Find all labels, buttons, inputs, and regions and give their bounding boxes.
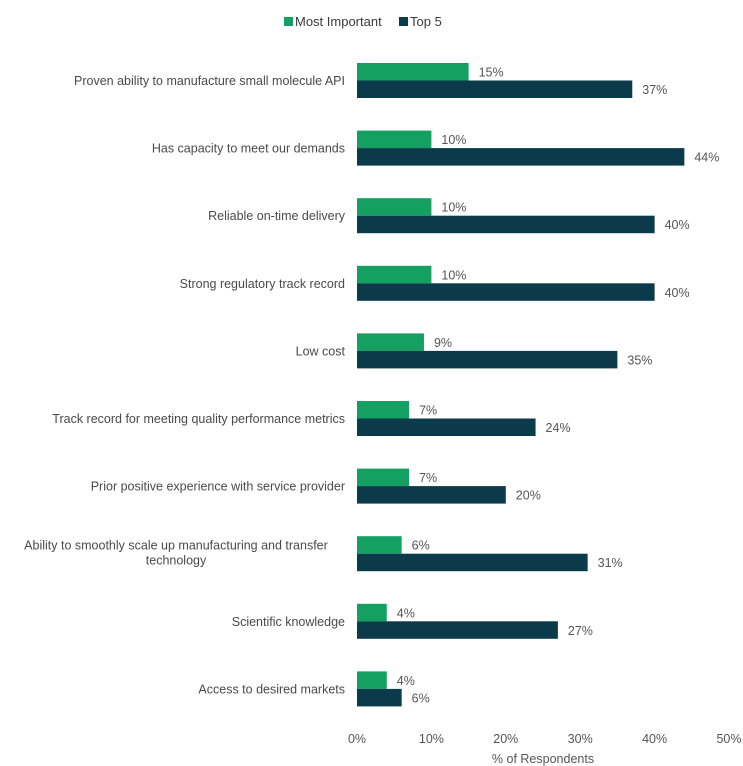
data-label-most-important: 4% bbox=[397, 606, 415, 620]
data-label-top-5: 20% bbox=[516, 489, 541, 503]
category-label: Has capacity to meet our demands bbox=[152, 142, 345, 156]
bar-top-5 bbox=[357, 148, 685, 166]
data-label-most-important: 7% bbox=[419, 404, 437, 418]
data-label-top-5: 40% bbox=[665, 218, 690, 232]
legend-swatch-most-important bbox=[284, 17, 293, 26]
data-label-top-5: 27% bbox=[568, 624, 593, 638]
category-row: Track record for meeting quality perform… bbox=[52, 401, 571, 436]
bar-top-5 bbox=[357, 418, 536, 436]
category-label: technology bbox=[146, 554, 207, 568]
data-label-most-important: 9% bbox=[434, 336, 452, 350]
category-label: Track record for meeting quality perform… bbox=[52, 412, 345, 426]
category-label: Ability to smoothly scale up manufacturi… bbox=[24, 539, 328, 553]
category-label: Scientific knowledge bbox=[232, 615, 345, 629]
x-tick-label: 40% bbox=[642, 732, 667, 746]
x-tick-label: 30% bbox=[568, 732, 593, 746]
category-label: Reliable on-time delivery bbox=[208, 209, 346, 223]
bar-most-important bbox=[357, 468, 410, 487]
x-axis: 0% 10% 20% 30% 40% 50% bbox=[348, 732, 742, 746]
category-label: Proven ability to manufacture small mole… bbox=[74, 74, 345, 88]
category-row: Proven ability to manufacture small mole… bbox=[74, 63, 667, 98]
category-label: Access to desired markets bbox=[198, 682, 345, 696]
category-row: Has capacity to meet our demands 10% 44% bbox=[152, 130, 719, 166]
bar-most-important bbox=[357, 333, 424, 351]
bar-top-5 bbox=[357, 215, 655, 234]
data-label-most-important: 15% bbox=[479, 66, 504, 80]
legend-swatch-top-5 bbox=[399, 17, 408, 26]
category-row: Strong regulatory track record 10% 40% bbox=[180, 265, 690, 301]
bar-top-5 bbox=[357, 283, 655, 301]
bar-most-important bbox=[357, 63, 469, 81]
bar-most-important bbox=[357, 536, 402, 554]
category-row: Scientific knowledge 4% 27% bbox=[232, 603, 593, 639]
data-label-top-5: 44% bbox=[694, 151, 719, 165]
bar-top-5 bbox=[357, 688, 402, 707]
x-tick-label: 50% bbox=[716, 732, 741, 746]
x-axis-title: % of Respondents bbox=[492, 752, 594, 766]
bar-most-important bbox=[357, 130, 432, 149]
legend-label-most-important: Most Important bbox=[295, 14, 382, 29]
category-row: Access to desired markets 4% 6% bbox=[198, 671, 430, 707]
data-label-most-important: 7% bbox=[419, 471, 437, 485]
data-label-top-5: 31% bbox=[598, 556, 623, 570]
bar-top-5 bbox=[357, 350, 618, 369]
bar-most-important bbox=[357, 265, 432, 284]
data-label-most-important: 4% bbox=[397, 674, 415, 688]
bar-most-important bbox=[357, 671, 387, 689]
legend-label-top-5: Top 5 bbox=[410, 14, 442, 29]
plot-area: Proven ability to manufacture small mole… bbox=[24, 63, 719, 707]
category-label: Low cost bbox=[296, 344, 346, 358]
bar-top-5 bbox=[357, 486, 506, 504]
data-label-top-5: 6% bbox=[412, 691, 430, 705]
data-label-most-important: 6% bbox=[412, 539, 430, 553]
x-tick-label: 10% bbox=[419, 732, 444, 746]
x-tick-label: 20% bbox=[493, 732, 518, 746]
bar-most-important bbox=[357, 401, 410, 419]
category-row: Low cost 9% 35% bbox=[296, 333, 652, 369]
data-label-top-5: 37% bbox=[642, 83, 667, 97]
bar-top-5 bbox=[357, 621, 558, 639]
bar-most-important bbox=[357, 198, 432, 216]
data-label-most-important: 10% bbox=[441, 268, 466, 282]
bar-top-5 bbox=[357, 80, 633, 98]
bar-top-5 bbox=[357, 553, 588, 572]
bar-most-important bbox=[357, 603, 387, 622]
data-label-most-important: 10% bbox=[441, 201, 466, 215]
x-tick-label: 0% bbox=[348, 732, 366, 746]
category-row: Prior positive experience with service p… bbox=[91, 468, 541, 504]
category-row: Ability to smoothly scale up manufacturi… bbox=[24, 536, 623, 572]
data-label-top-5: 24% bbox=[546, 421, 571, 435]
data-label-most-important: 10% bbox=[441, 133, 466, 147]
category-label: Strong regulatory track record bbox=[180, 277, 345, 291]
legend: Most Important Top 5 bbox=[284, 14, 442, 29]
category-label: Prior positive experience with service p… bbox=[91, 480, 345, 494]
data-label-top-5: 40% bbox=[665, 286, 690, 300]
category-row: Reliable on-time delivery 10% 40% bbox=[208, 198, 690, 234]
data-label-top-5: 35% bbox=[627, 353, 652, 367]
